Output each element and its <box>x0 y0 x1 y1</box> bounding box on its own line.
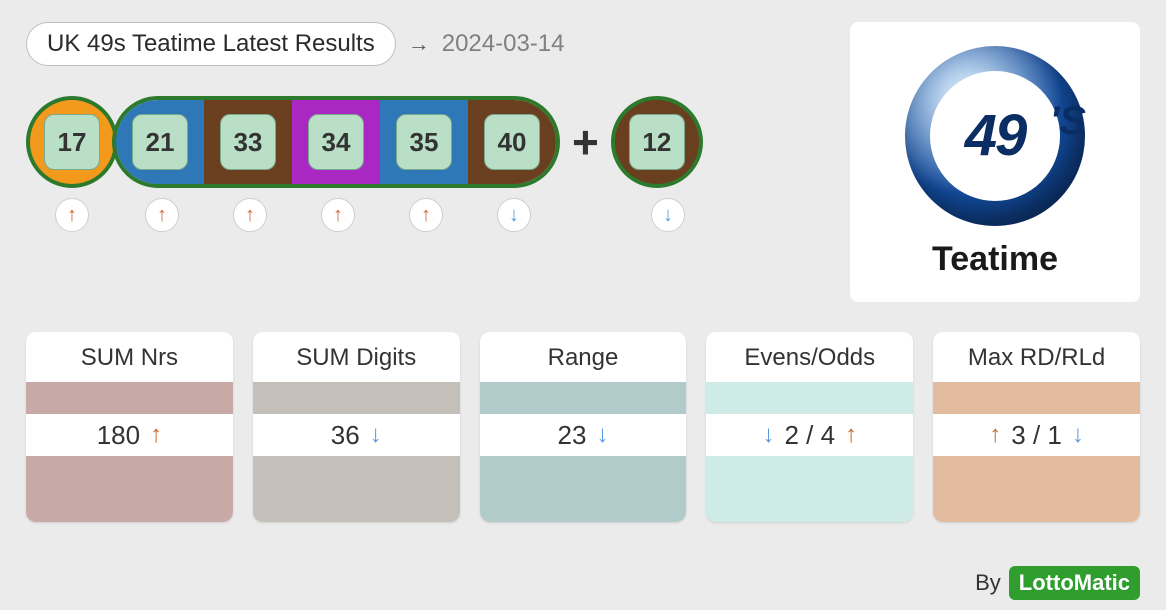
ball-2: 21 <box>116 100 204 184</box>
balls-capsule: 21 33 34 35 40 <box>112 96 560 188</box>
ball-6-value: 40 <box>484 114 540 170</box>
stat-card-1: SUM Digits 36 ↓ <box>253 332 460 522</box>
arrow-right-icon: → <box>408 31 430 57</box>
balls-row: 17 21 33 34 35 40 + 12 <box>26 92 826 192</box>
logo-suffix: 'S <box>1050 99 1086 144</box>
stat-value-text: 180 <box>97 420 140 451</box>
stat-value: 36 ↓ <box>253 414 460 456</box>
bonus-ball-value: 12 <box>629 114 685 170</box>
ball-2-value: 21 <box>132 114 188 170</box>
stat-strip-bottom <box>253 456 460 522</box>
stat-title: Max RD/RLd <box>933 332 1140 382</box>
stat-title: SUM Digits <box>253 332 460 382</box>
stat-value: 180 ↑ <box>26 414 233 456</box>
stat-strip-top <box>253 382 460 414</box>
ball-4: 34 <box>292 100 380 184</box>
logo-ball-icon: 49 'S <box>905 46 1085 226</box>
stat-card-2: Range 23 ↓ <box>480 332 687 522</box>
stat-value: 23 ↓ <box>480 414 687 456</box>
ball-6-trend-icon: ↓ <box>497 198 531 232</box>
stat-value: ↓ 2 / 4 ↑ <box>706 414 913 456</box>
footer-by: By <box>975 570 1001 596</box>
stat-strip-bottom <box>933 456 1140 522</box>
stat-strip-bottom <box>26 456 233 522</box>
arrow-down-icon: ↓ <box>1072 421 1084 449</box>
stat-card-3: Evens/Odds ↓ 2 / 4 ↑ <box>706 332 913 522</box>
stat-card-4: Max RD/RLd ↑ 3 / 1 ↓ <box>933 332 1140 522</box>
arrow-up-icon: ↑ <box>989 421 1001 449</box>
ball-6: 40 <box>468 100 556 184</box>
ball-1-value: 17 <box>44 114 100 170</box>
stat-value-text: 2 / 4 <box>784 420 835 451</box>
ball-5-trend-icon: ↑ <box>409 198 443 232</box>
stat-title: Range <box>480 332 687 382</box>
stat-strip-top <box>706 382 913 414</box>
plus-icon: + <box>572 115 599 169</box>
stat-strip-top <box>26 382 233 414</box>
stat-card-0: SUM Nrs 180 ↑ <box>26 332 233 522</box>
stats-row: SUM Nrs180↑SUM Digits36↓Range23↓Evens/Od… <box>26 332 1140 522</box>
ball-1-trend-icon: ↑ <box>55 198 89 232</box>
arrow-up-icon: ↑ <box>150 421 162 449</box>
stat-strip-bottom <box>706 456 913 522</box>
stat-strip-bottom <box>480 456 687 522</box>
logo-number: 49 <box>965 102 1026 169</box>
ball-3-value: 33 <box>220 114 276 170</box>
arrow-down-icon: ↓ <box>370 421 382 449</box>
title-row: UK 49s Teatime Latest Results → 2024-03-… <box>26 22 826 66</box>
stat-value-text: 23 <box>558 420 587 451</box>
ball-2-trend-icon: ↑ <box>145 198 179 232</box>
bonus-ball: 12 <box>611 96 703 188</box>
footer-brand: LottoMatic <box>1009 566 1140 600</box>
footer: By LottoMatic <box>975 566 1140 600</box>
arrow-up-icon: ↑ <box>845 421 857 449</box>
stat-title: Evens/Odds <box>706 332 913 382</box>
stat-value-text: 3 / 1 <box>1011 420 1062 451</box>
stat-strip-top <box>933 382 1140 414</box>
ball-5: 35 <box>380 100 468 184</box>
results-date: 2024-03-14 <box>442 30 565 58</box>
results-title: UK 49s Teatime Latest Results <box>26 22 396 66</box>
arrow-down-icon: ↓ <box>596 421 608 449</box>
stat-value: ↑ 3 / 1 ↓ <box>933 414 1140 456</box>
ball-4-trend-icon: ↑ <box>321 198 355 232</box>
arrow-down-icon: ↓ <box>762 421 774 449</box>
ball-4-value: 34 <box>308 114 364 170</box>
trend-row: ↑ ↑ ↑ ↑ ↑ ↓ ↓ <box>26 198 826 232</box>
logo-box: 49 'S Teatime <box>850 22 1140 302</box>
ball-5-value: 35 <box>396 114 452 170</box>
ball-3: 33 <box>204 100 292 184</box>
ball-3-trend-icon: ↑ <box>233 198 267 232</box>
ball-1: 17 <box>26 96 118 188</box>
stat-strip-top <box>480 382 687 414</box>
logo-caption: Teatime <box>932 240 1058 279</box>
bonus-ball-trend-icon: ↓ <box>651 198 685 232</box>
stat-value-text: 36 <box>331 420 360 451</box>
stat-title: SUM Nrs <box>26 332 233 382</box>
